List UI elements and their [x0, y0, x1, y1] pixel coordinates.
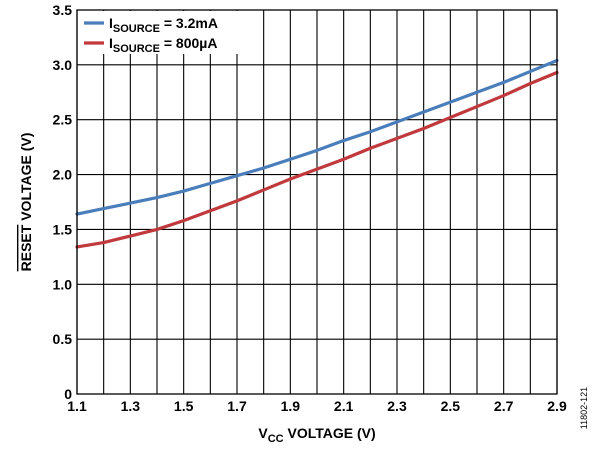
- tick-labels: 1.1 1.3 1.5 1.7 1.9 2.1 2.3 2.5 2.7 2.9 0 0.5 1.0 1.5…: [53, 2, 567, 414]
- y-tick-label: 0.5: [53, 331, 73, 347]
- legend-box: [78, 11, 241, 54]
- x-tick-label: 2.9: [547, 398, 567, 414]
- y-tick-label: 2.5: [53, 112, 73, 128]
- grid: [76, 9, 558, 395]
- x-tick-label: 2.7: [494, 398, 514, 414]
- legend-label-0: ISOURCE = 3.2mA: [109, 15, 218, 35]
- x-axis-title: VCC VOLTAGE (V): [258, 425, 375, 445]
- y-tick-label: 1.5: [53, 221, 73, 237]
- x-tick-label: 2.1: [334, 398, 354, 414]
- x-tick-label: 2.5: [441, 398, 461, 414]
- x-tick-label: 1.9: [281, 398, 301, 414]
- y-tick-label: 2.0: [53, 167, 73, 183]
- x-tick-label: 2.3: [387, 398, 407, 414]
- y-tick-label: 3.5: [53, 2, 73, 18]
- y-axis-title: RESET VOLTAGE (V): [18, 133, 34, 272]
- figure-id: 11802-121: [579, 387, 589, 429]
- x-tick-label: 1.7: [227, 398, 247, 414]
- x-tick-label: 1.5: [174, 398, 194, 414]
- x-tick-label: 1.3: [121, 398, 141, 414]
- series-line-0: [75, 58, 559, 216]
- series-line-1: [75, 70, 559, 249]
- y-tick-label: 0: [64, 386, 72, 402]
- y-tick-label: 3.0: [53, 57, 73, 73]
- axis-titles: VCC VOLTAGE (V) RESET VOLTAGE (V): [18, 133, 376, 445]
- y-tick-label: 1.0: [53, 276, 73, 292]
- x-tick-label: 1.1: [67, 398, 87, 414]
- series-lines: [75, 58, 559, 249]
- legend-label-1: ISOURCE = 800µA: [109, 35, 217, 55]
- plot-frame: [76, 9, 558, 395]
